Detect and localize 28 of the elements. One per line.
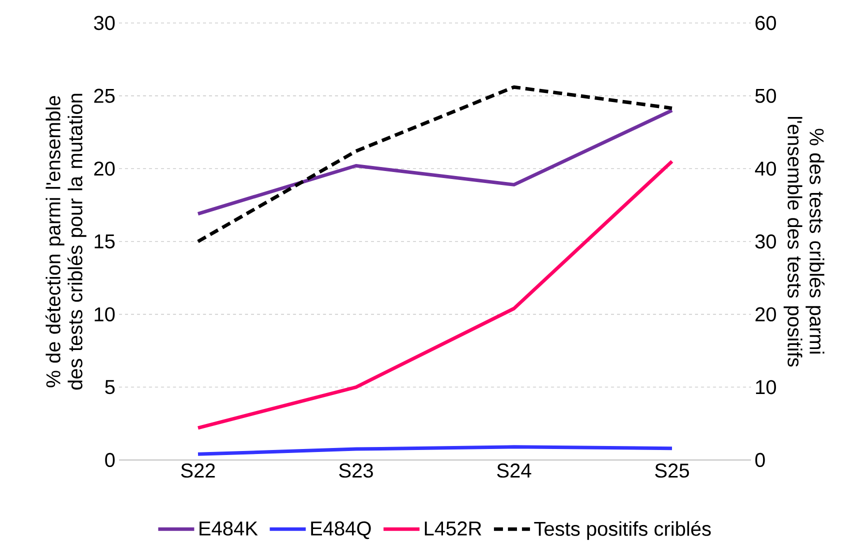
x-tick-label: S24	[497, 464, 532, 478]
legend-label: L452R	[424, 521, 482, 536]
x-tick-label: S22	[181, 464, 215, 478]
y2-tick-label: 50	[755, 88, 776, 103]
y2-tick-label: 30	[755, 234, 776, 249]
line-series	[196, 160, 674, 430]
x-tick-label: S23	[339, 464, 373, 478]
legend-label: E484K	[200, 521, 258, 536]
x-tick-label: S25	[655, 464, 689, 478]
y-tick-label: 15	[94, 234, 115, 248]
y-tick-label: 30	[94, 16, 115, 30]
y-tick-label: 10	[94, 307, 115, 322]
y-tick-label: 20	[94, 162, 115, 176]
legend-label: E484Q	[311, 521, 371, 540]
y-tick-label: 25	[94, 88, 115, 103]
y2-axis-title: % des tests criblés parmi l'ensemble des tests positifs	[784, 116, 825, 367]
y2-tick-label: 20	[756, 307, 776, 322]
line-series	[196, 85, 674, 244]
y-tick-label: 5	[105, 380, 115, 394]
line-series	[196, 108, 674, 216]
y-tick-label: 0	[105, 452, 115, 468]
y2-tick-label: 0	[755, 452, 765, 468]
y-axis-title: % de détection parmi l'ensemble des tests criblés pour la mutation	[45, 94, 86, 390]
y2-tick-label: 10	[756, 380, 776, 394]
line-series	[196, 445, 674, 456]
legend-label: Tests positifs criblés	[534, 521, 711, 540]
y2-tick-label: 60	[756, 16, 776, 30]
y2-tick-label: 40	[754, 162, 776, 176]
